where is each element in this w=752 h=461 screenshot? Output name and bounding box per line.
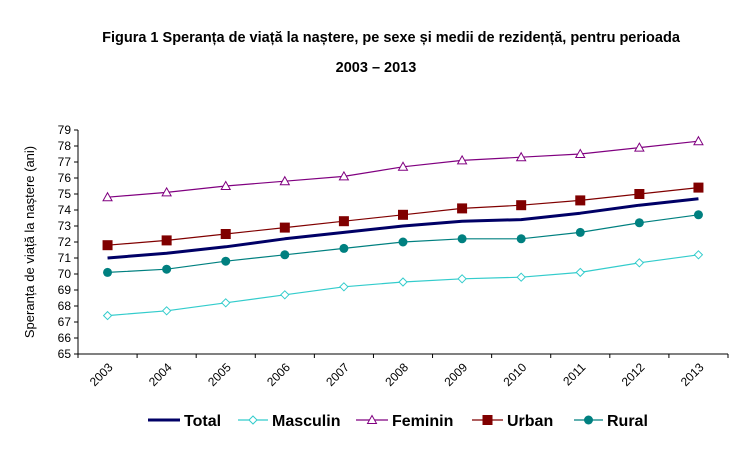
- x-tick-label: 2003: [87, 360, 116, 389]
- data-point-rural: [693, 210, 703, 220]
- legend-label-total: Total: [184, 413, 221, 430]
- data-point-masculin: [516, 272, 526, 282]
- x-tick-label: 2008: [382, 360, 411, 389]
- data-point-rural: [221, 256, 231, 266]
- y-tick-label: 74: [58, 203, 72, 217]
- data-point-feminin: [456, 154, 468, 165]
- y-tick-label: 75: [58, 187, 72, 201]
- data-point-feminin: [102, 191, 113, 202]
- legend-marker-urban: [482, 415, 493, 425]
- y-tick-label: 68: [58, 299, 72, 313]
- y-tick-label: 70: [58, 267, 72, 281]
- y-tick-label: 71: [58, 251, 72, 265]
- data-point-masculin: [280, 290, 290, 300]
- data-point-masculin: [339, 282, 349, 292]
- series-line-total: [107, 197, 699, 260]
- data-point-rural: [103, 267, 113, 277]
- data-point-rural: [280, 250, 290, 260]
- y-tick-label: 67: [58, 315, 72, 329]
- data-point-urban: [634, 189, 645, 199]
- legend-marker-feminin: [366, 414, 378, 424]
- y-tick-label: 66: [58, 331, 72, 345]
- data-point-feminin: [279, 175, 291, 186]
- data-point-masculin: [102, 310, 113, 321]
- x-tick-label: 2012: [619, 360, 648, 389]
- legend-label-masculin: Masculin: [272, 413, 340, 430]
- y-tick-label: 77: [58, 155, 72, 169]
- x-tick-label: 2013: [678, 360, 707, 389]
- y-tick-label: 65: [58, 347, 72, 361]
- y-tick-label: 76: [58, 171, 72, 185]
- data-point-masculin: [575, 267, 585, 278]
- data-point-masculin: [398, 277, 408, 287]
- data-point-urban: [102, 240, 113, 251]
- y-tick-label: 79: [58, 123, 72, 137]
- data-point-urban: [279, 222, 290, 233]
- data-point-rural: [575, 227, 585, 237]
- x-tick-label: 2006: [264, 360, 293, 389]
- data-point-masculin: [634, 258, 645, 268]
- x-tick-label: 2005: [205, 360, 234, 389]
- data-point-feminin: [220, 180, 232, 190]
- data-point-rural: [398, 237, 408, 247]
- data-point-feminin: [338, 170, 350, 181]
- legend-label-rural: Rural: [607, 413, 648, 430]
- data-point-feminin: [634, 142, 645, 152]
- legend-marker-masculin: [248, 415, 258, 425]
- data-point-rural: [634, 218, 644, 228]
- data-point-feminin: [693, 135, 704, 146]
- legend-label-feminin: Feminin: [392, 413, 453, 430]
- data-point-rural: [162, 264, 172, 274]
- y-tick-label: 72: [58, 235, 72, 249]
- data-point-masculin: [161, 306, 172, 316]
- chart-title-years: 2003 – 2013: [335, 60, 417, 76]
- data-point-rural: [457, 234, 467, 244]
- data-point-feminin: [161, 186, 172, 197]
- legend-marker-rural: [584, 415, 593, 425]
- x-tick-label: 2004: [146, 360, 175, 389]
- data-point-masculin: [693, 250, 704, 260]
- data-point-urban: [398, 209, 408, 220]
- chart-title: Figura 1 Speranța de viață la naștere, p…: [102, 30, 680, 46]
- x-tick-label: 2009: [441, 360, 470, 389]
- data-point-rural: [339, 243, 349, 253]
- data-point-urban: [457, 203, 468, 214]
- data-point-feminin: [515, 151, 527, 162]
- data-point-feminin: [397, 161, 409, 171]
- x-tick-label: 2011: [560, 360, 588, 388]
- y-tick-label: 73: [58, 219, 72, 233]
- y-axis-label: Speranța de viață la naștere (ani): [22, 146, 37, 338]
- data-point-urban: [693, 182, 704, 193]
- data-point-urban: [161, 235, 172, 246]
- x-tick-label: 2010: [501, 360, 530, 389]
- x-tick-label: 2007: [323, 360, 352, 389]
- y-tick-label: 69: [58, 283, 72, 297]
- data-point-urban: [516, 200, 527, 211]
- data-point-rural: [516, 234, 526, 244]
- data-point-urban: [220, 229, 231, 239]
- data-point-masculin: [221, 298, 231, 308]
- data-point-urban: [338, 216, 349, 227]
- legend-label-urban: Urban: [507, 413, 553, 430]
- data-point-urban: [575, 195, 586, 206]
- data-point-masculin: [457, 274, 467, 284]
- y-tick-label: 78: [58, 139, 72, 153]
- data-point-feminin: [574, 148, 586, 158]
